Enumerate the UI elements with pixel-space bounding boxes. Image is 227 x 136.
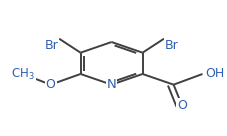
Text: O: O — [45, 78, 55, 91]
Text: CH$_3$: CH$_3$ — [11, 67, 35, 82]
Text: Br: Br — [164, 39, 178, 52]
Text: N: N — [106, 78, 116, 91]
Text: OH: OH — [205, 67, 224, 81]
Text: Br: Br — [44, 39, 58, 52]
Text: O: O — [176, 99, 186, 112]
